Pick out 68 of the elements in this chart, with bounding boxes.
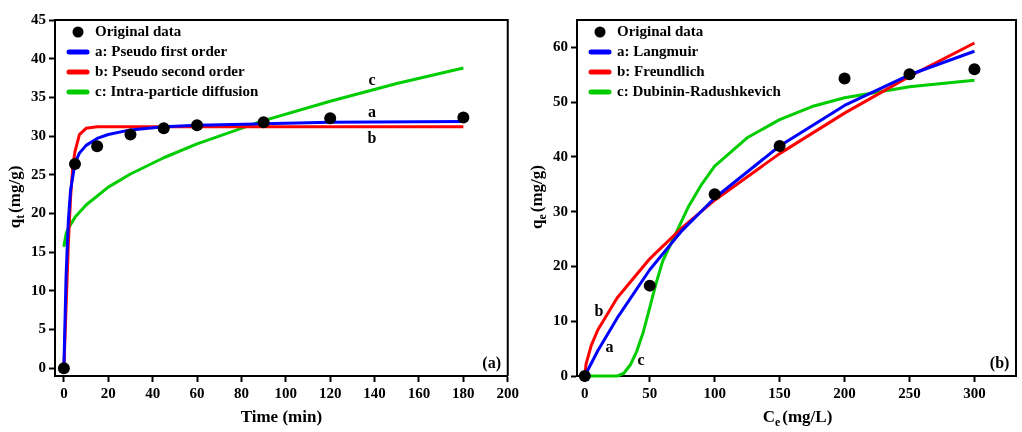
annotation: a — [605, 337, 614, 355]
point — [968, 63, 981, 76]
y-tick-label: 10 — [553, 312, 568, 329]
y-tick-label: 0 — [560, 366, 568, 383]
x-tick-label: 40 — [145, 384, 161, 401]
x-tick-label: 80 — [233, 384, 249, 401]
annotation: (a) — [482, 353, 501, 372]
y-tick-label: 40 — [31, 49, 46, 66]
x-tick-label: 60 — [189, 384, 205, 401]
point — [578, 370, 591, 382]
x-tick-label: 20 — [100, 384, 116, 401]
point — [91, 140, 104, 153]
x-tick-label: 300 — [963, 384, 986, 401]
x-tick-label: 200 — [833, 384, 856, 401]
y-tick-label: 45 — [31, 10, 46, 27]
annotation: b — [367, 129, 377, 147]
x-tick-label: 50 — [642, 384, 658, 401]
x-tick-label: 180 — [452, 384, 475, 401]
annotation: b — [594, 302, 604, 320]
x-tick-label: 120 — [318, 384, 342, 401]
point — [324, 112, 337, 125]
point — [838, 72, 851, 85]
y-tick-label: 20 — [553, 257, 568, 274]
x-tick-label: 0 — [581, 384, 589, 401]
legend-label: b: Pseudo second order — [95, 62, 245, 79]
legend-label: Original data — [95, 22, 182, 39]
x-tick-label: 200 — [496, 384, 519, 401]
x-tick-label: 0 — [60, 384, 68, 401]
y-tick-label: 20 — [31, 204, 46, 221]
x-tick-label: 150 — [768, 384, 791, 401]
y-tick-label: 60 — [553, 38, 568, 55]
point — [257, 116, 270, 129]
y-tick-label: 0 — [38, 359, 46, 376]
y-tick-label: 5 — [38, 320, 46, 337]
legend-label: a: Langmuir — [617, 42, 699, 59]
legend-label: a: Pseudo first order — [95, 42, 228, 59]
y-tick-label: 30 — [31, 126, 46, 143]
x-tick-label: 100 — [274, 384, 298, 401]
y-tick-label: 35 — [31, 88, 46, 105]
x-tick-label: 100 — [703, 384, 726, 401]
legend-label: b: Freundlich — [617, 62, 706, 79]
y-tick-label: 25 — [31, 165, 46, 182]
point — [57, 362, 70, 375]
point — [773, 139, 786, 152]
point — [643, 279, 656, 292]
legend-label: c: Dubinin-Radushkevich — [617, 82, 782, 99]
point — [903, 68, 916, 81]
x-tick-label: 250 — [898, 384, 921, 401]
point — [124, 128, 137, 141]
annotation: c — [637, 351, 645, 369]
y-tick-label: 15 — [31, 243, 46, 260]
annotation: a — [367, 102, 376, 120]
x-tick-label: 140 — [363, 384, 386, 401]
point — [708, 188, 721, 201]
point — [157, 122, 170, 135]
annotation: (b) — [989, 353, 1010, 372]
legend-label: Original data — [617, 22, 704, 39]
x-tick-label: 160 — [407, 384, 431, 401]
y-tick-label: 50 — [553, 93, 568, 110]
x-axis-title: Time (min) — [240, 407, 323, 427]
point — [457, 111, 470, 124]
y-tick-label: 30 — [553, 202, 568, 219]
legend-label: c: Intra-particle diffusion — [95, 82, 259, 99]
annotation: c — [368, 70, 376, 88]
y-tick-label: 40 — [553, 147, 568, 164]
y-tick-label: 10 — [31, 281, 46, 298]
point — [191, 119, 204, 132]
point — [68, 157, 81, 170]
